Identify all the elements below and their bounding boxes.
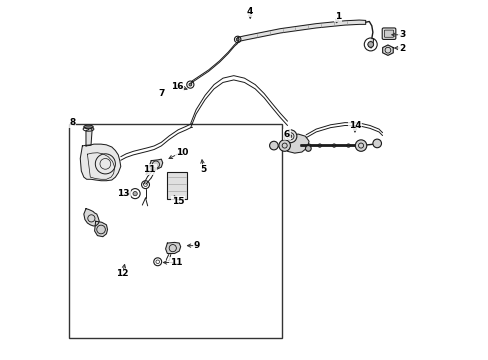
Polygon shape <box>238 20 365 41</box>
FancyBboxPatch shape <box>384 30 393 37</box>
Circle shape <box>305 145 310 151</box>
Text: 2: 2 <box>398 44 405 53</box>
Circle shape <box>278 140 290 151</box>
Circle shape <box>236 38 239 41</box>
Polygon shape <box>165 242 180 253</box>
Bar <box>69 125 282 338</box>
Circle shape <box>367 41 373 47</box>
Circle shape <box>288 135 291 138</box>
Bar <box>167 172 187 199</box>
Text: 11: 11 <box>170 258 182 267</box>
Circle shape <box>372 139 381 148</box>
Circle shape <box>133 192 137 196</box>
Text: 3: 3 <box>398 30 405 39</box>
Text: 4: 4 <box>246 7 253 16</box>
Text: 15: 15 <box>172 197 184 206</box>
Polygon shape <box>86 127 92 146</box>
FancyBboxPatch shape <box>382 28 395 40</box>
Text: 16: 16 <box>170 82 183 91</box>
Text: 7: 7 <box>158 89 164 98</box>
Text: 1: 1 <box>334 12 340 21</box>
Polygon shape <box>94 221 107 237</box>
Text: 6: 6 <box>283 130 289 139</box>
Text: 8: 8 <box>69 118 75 127</box>
Polygon shape <box>284 134 308 153</box>
Ellipse shape <box>83 125 93 129</box>
Text: 14: 14 <box>348 121 361 130</box>
Polygon shape <box>367 39 373 48</box>
Polygon shape <box>149 159 163 169</box>
Circle shape <box>188 83 191 86</box>
Text: 12: 12 <box>116 269 128 278</box>
Text: 10: 10 <box>175 148 187 157</box>
Text: 13: 13 <box>117 189 130 198</box>
Text: 11: 11 <box>143 165 155 174</box>
Circle shape <box>269 141 278 150</box>
Polygon shape <box>80 144 121 181</box>
Circle shape <box>355 140 366 151</box>
Text: 5: 5 <box>200 165 206 174</box>
Polygon shape <box>83 209 99 226</box>
Polygon shape <box>382 45 392 55</box>
Circle shape <box>284 130 296 143</box>
Text: 9: 9 <box>194 241 200 250</box>
